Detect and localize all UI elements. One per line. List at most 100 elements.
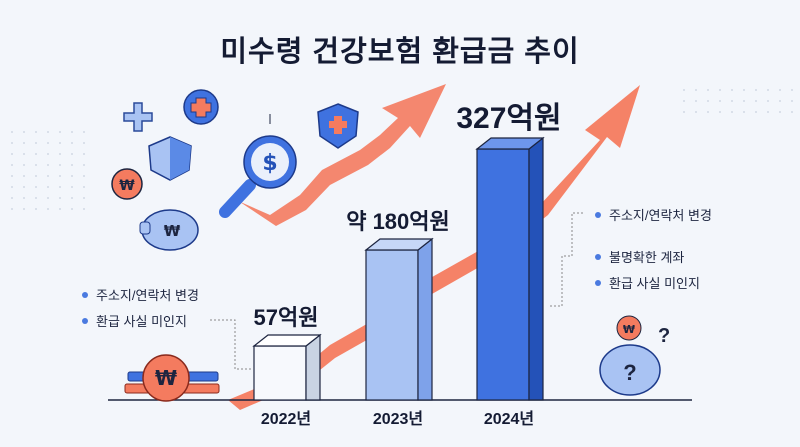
dot	[731, 89, 733, 91]
bar-front	[476, 148, 530, 401]
dot	[719, 89, 721, 91]
dot	[59, 208, 61, 210]
dot	[23, 175, 25, 177]
dot	[11, 153, 13, 155]
dot	[695, 89, 697, 91]
dot	[707, 89, 709, 91]
data-label: 57억원	[254, 305, 319, 330]
dot	[35, 186, 37, 188]
bar-top	[475, 137, 545, 150]
dot	[83, 153, 85, 155]
dot	[71, 208, 73, 210]
trend-arrow	[228, 84, 640, 410]
bar-2022년	[252, 333, 322, 401]
connector-line-right	[548, 212, 583, 307]
dot	[695, 100, 697, 102]
note-item: 주소지/연락처 변경	[82, 285, 199, 304]
bullet-icon	[82, 291, 88, 298]
dot	[779, 111, 781, 113]
svg-text:₩: ₩	[119, 178, 135, 194]
medical-badge-icon	[183, 89, 219, 125]
dot	[23, 153, 25, 155]
dot	[35, 197, 37, 199]
dot	[47, 175, 49, 177]
dot	[11, 186, 13, 188]
svg-text:$: $	[262, 151, 277, 176]
dot-pattern	[11, 89, 793, 210]
bar-front	[365, 249, 419, 401]
bar-front	[253, 345, 307, 401]
dot	[719, 111, 721, 113]
data-label: 327억원	[456, 102, 561, 135]
dot	[83, 208, 85, 210]
dot	[11, 208, 13, 210]
note-item: 환급 사실 미인지	[595, 273, 700, 292]
note-item: 주소지/연락처 변경	[595, 205, 712, 224]
note-item: 불명확한 계좌	[595, 247, 684, 266]
dot	[59, 164, 61, 166]
dot	[719, 100, 721, 102]
note-item: 환급 사실 미인지	[82, 311, 187, 330]
bar-2024년	[475, 136, 545, 401]
dot	[35, 175, 37, 177]
x-tick-label: 2022년	[261, 409, 311, 428]
svg-text:?: ?	[623, 360, 636, 385]
bar-top	[364, 238, 434, 251]
dot	[71, 197, 73, 199]
note-text: 주소지/연락처 변경	[96, 288, 199, 303]
note-text: 주소지/연락처 변경	[609, 208, 712, 223]
note-text: 환급 사실 미인지	[96, 314, 187, 329]
dot	[755, 89, 757, 91]
dot	[767, 111, 769, 113]
bullet-icon	[595, 279, 601, 286]
svg-text:₩: ₩	[164, 222, 181, 240]
dot	[755, 111, 757, 113]
dot	[767, 89, 769, 91]
dot	[731, 111, 733, 113]
dot	[779, 100, 781, 102]
dot	[35, 153, 37, 155]
bar-2023년	[364, 237, 434, 401]
dot	[71, 142, 73, 144]
dot	[83, 142, 85, 144]
dot	[71, 186, 73, 188]
bullet-icon	[595, 211, 601, 218]
dot	[23, 142, 25, 144]
bar-side	[528, 136, 544, 401]
dot	[71, 131, 73, 133]
dot	[707, 100, 709, 102]
dot	[71, 164, 73, 166]
dot	[779, 89, 781, 91]
dot	[47, 131, 49, 133]
dot	[743, 89, 745, 91]
dot	[47, 208, 49, 210]
dot	[791, 89, 793, 91]
shield-icon	[148, 136, 192, 181]
dot	[47, 153, 49, 155]
dot	[11, 131, 13, 133]
dot	[683, 100, 685, 102]
dot	[23, 208, 25, 210]
question-piggy-icon: ? ₩?	[599, 315, 670, 396]
note-text: 환급 사실 미인지	[609, 276, 700, 291]
dot	[83, 186, 85, 188]
coin-stack-icon: ₩	[124, 354, 220, 402]
shield-cross-icon	[317, 103, 359, 149]
dot	[695, 111, 697, 113]
bar-top	[252, 334, 322, 347]
dot	[59, 153, 61, 155]
dot	[59, 186, 61, 188]
dot	[731, 100, 733, 102]
dot	[47, 197, 49, 199]
bar-side	[417, 237, 433, 401]
dot	[11, 164, 13, 166]
dot	[35, 164, 37, 166]
dot	[59, 175, 61, 177]
dot	[83, 131, 85, 133]
svg-text:₩: ₩	[623, 323, 635, 336]
bullet-icon	[82, 317, 88, 324]
connector-line-left	[210, 319, 252, 370]
x-tick-label: 2024년	[484, 409, 534, 428]
dot	[83, 197, 85, 199]
